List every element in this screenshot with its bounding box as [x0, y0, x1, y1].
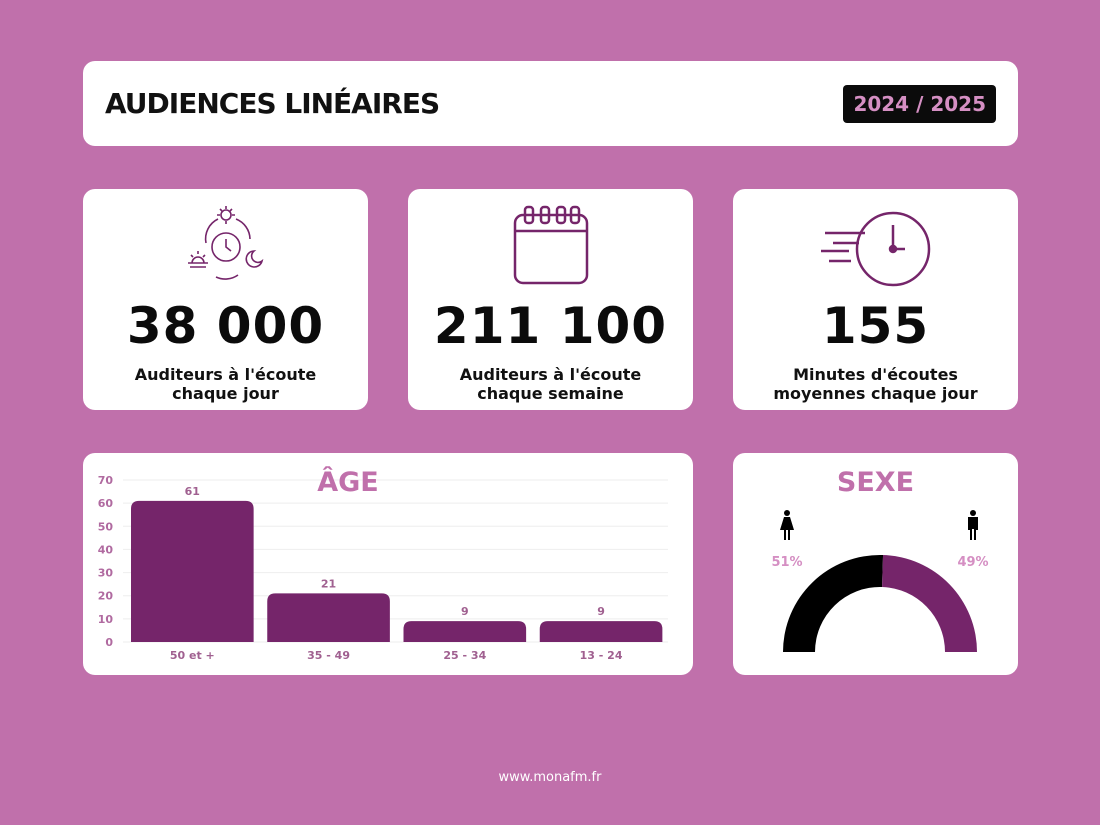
y-tick-label: 0 [105, 636, 113, 649]
bar [403, 621, 527, 642]
y-tick-label: 10 [98, 613, 114, 626]
stat-label-line: Auditeurs à l'écoute [134, 365, 317, 384]
bar-value-label: 9 [461, 605, 469, 618]
y-tick-label: 50 [98, 520, 114, 533]
period-badge: 2024 / 2025 [843, 85, 996, 123]
male-icon [968, 510, 978, 540]
stat-card-minutes: 155 Minutes d'écoutes moyennes chaque jou… [733, 189, 1018, 410]
page-title: AUDIENCES LINÉAIRES [105, 87, 440, 120]
stat-label-line: moyennes chaque jour [773, 384, 978, 403]
age-bar-chart: 0 10 20 30 40 50 60 70 61 50 et + 21 35 - 49 9 25 - 3… [98, 474, 668, 662]
stat-card-daily: 38 000 Auditeurs à l'écoute chaque jour [83, 189, 368, 410]
bar-value-label: 9 [597, 605, 605, 618]
male-percent-label: 49% [957, 555, 988, 570]
bar [267, 593, 390, 642]
stat-label-line: Minutes d'écoutes [793, 365, 958, 384]
stat-value: 211 100 [433, 297, 668, 355]
female-percent-label: 51% [771, 555, 802, 570]
stat-value: 155 [821, 297, 930, 355]
donut-segment [783, 555, 884, 652]
bar [539, 621, 663, 642]
header-card: AUDIENCES LINÉAIRES 2024 / 2025 [83, 61, 1018, 146]
stat-value: 38 000 [126, 297, 325, 355]
x-tick-label: 25 - 34 [443, 649, 486, 662]
stat-label: Minutes d'écoutes moyennes chaque jour [753, 365, 998, 403]
y-tick-label: 40 [98, 543, 114, 556]
x-tick-label: 13 - 24 [580, 649, 623, 662]
sex-half-donut-chart: 51% 49% [771, 510, 989, 652]
female-icon [780, 510, 794, 540]
x-tick-label: 35 - 49 [307, 649, 350, 662]
x-tick-label: 50 et + [170, 649, 215, 662]
stat-label-line: Auditeurs à l'écoute [459, 365, 642, 384]
stat-label-line: chaque jour [172, 384, 279, 403]
age-chart-card: ÂGE 0 10 20 30 40 50 60 70 61 50 et + 21 35 - 49 9 25… [83, 453, 693, 675]
bar-value-label: 61 [185, 485, 200, 498]
stat-label-line: chaque semaine [477, 384, 624, 403]
y-tick-label: 60 [98, 497, 114, 510]
calendar-icon [408, 203, 693, 285]
stat-card-weekly: 211 100 Auditeurs à l'écoute chaque semai… [408, 189, 693, 410]
stat-label: Auditeurs à l'écoute chaque jour [103, 365, 348, 403]
y-tick-label: 20 [98, 590, 114, 603]
age-chart-title: ÂGE [317, 467, 379, 498]
bar-value-label: 21 [321, 577, 336, 590]
sex-chart-card: SEXE 51% 49% [733, 453, 1018, 675]
sex-chart-title: SEXE [836, 467, 915, 498]
fast-clock-icon [733, 203, 1018, 287]
donut-segment [882, 555, 977, 652]
bar [131, 500, 254, 642]
y-tick-label: 30 [98, 567, 114, 580]
stat-label: Auditeurs à l'écoute chaque semaine [428, 365, 673, 403]
day-night-cycle-icon [83, 203, 368, 283]
y-tick-label: 70 [98, 474, 114, 487]
footer-url[interactable]: www.monafm.fr [498, 770, 602, 785]
